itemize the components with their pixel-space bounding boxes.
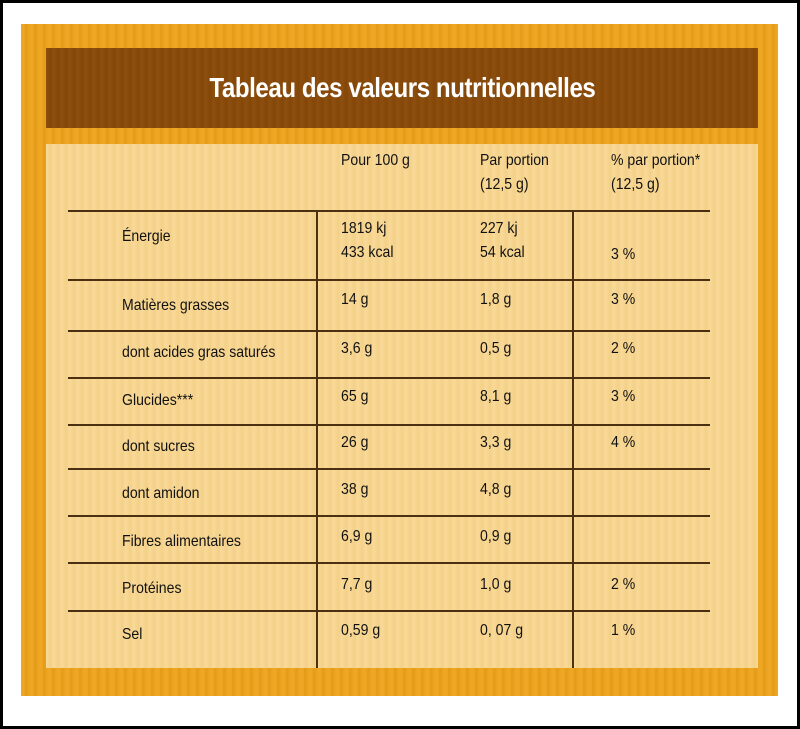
row-label-sucres: dont sucres [122,438,195,455]
header-per100: Pour 100 g [341,152,410,169]
cell-portion: 1,0 g [480,576,512,593]
cell-portion: 0,9 g [480,528,512,545]
cell-pct: 3 % [611,291,636,308]
cell-portion: 0, 07 g [480,622,524,639]
cell-per100: 65 g [341,388,369,405]
header-divider [68,210,710,212]
cell-per100: 6,9 g [341,528,373,545]
cell-portion: 8,1 g [480,388,512,405]
cell-portion: 4,8 g [480,481,512,498]
row-divider [68,468,710,470]
row-divider [68,562,710,564]
column-divider [316,211,318,668]
row-label-glucides: Glucides*** [122,392,194,409]
cell-pct: 2 % [611,340,636,357]
cell-pct: 4 % [611,434,636,451]
row-divider [68,515,710,517]
row-label-energie: Énergie [122,228,171,245]
row-label-matieres-grasses: Matières grasses [122,297,230,314]
cell-per100: 0,59 g [341,622,381,639]
cell-portion: 0,5 g [480,340,512,357]
row-label-amidon: dont amidon [122,485,200,502]
title-bar: Tableau des valeurs nutritionnelles [46,48,758,128]
row-label-fibres: Fibres alimentaires [122,533,241,550]
cell-per100: 1819 kj [341,220,387,237]
row-divider [68,610,710,612]
row-divider [68,424,710,426]
cell-per100: 433 kcal [341,244,394,261]
row-label-proteines: Protéines [122,580,182,597]
cell-per100: 3,6 g [341,340,373,357]
nutrition-table: Pour 100 g Par portion (12,5 g) % par po… [46,144,758,668]
row-label-sel: Sel [122,626,143,643]
cell-per100: 14 g [341,291,369,308]
cell-portion: 3,3 g [480,434,512,451]
column-divider [572,211,574,668]
header-pct-line1: % par portion* [611,152,701,169]
page-title: Tableau des valeurs nutritionnelles [209,72,595,103]
row-divider [68,279,710,281]
cell-portion: 54 kcal [480,244,525,261]
header-portion-line1: Par portion [480,152,549,169]
cell-pct: 3 % [611,388,636,405]
cell-portion: 227 kj [480,220,518,237]
cell-pct: 1 % [611,622,636,639]
cell-per100: 38 g [341,481,369,498]
row-label-acides-gras-satures: dont acides gras saturés [122,344,276,361]
cell-portion: 1,8 g [480,291,512,308]
cell-per100: 7,7 g [341,576,373,593]
row-divider [68,330,710,332]
cell-pct: 3 % [611,246,636,263]
cell-per100: 26 g [341,434,369,451]
cell-pct: 2 % [611,576,636,593]
header-portion-line2: (12,5 g) [480,176,529,193]
row-divider [68,377,710,379]
header-pct-line2: (12,5 g) [611,176,660,193]
